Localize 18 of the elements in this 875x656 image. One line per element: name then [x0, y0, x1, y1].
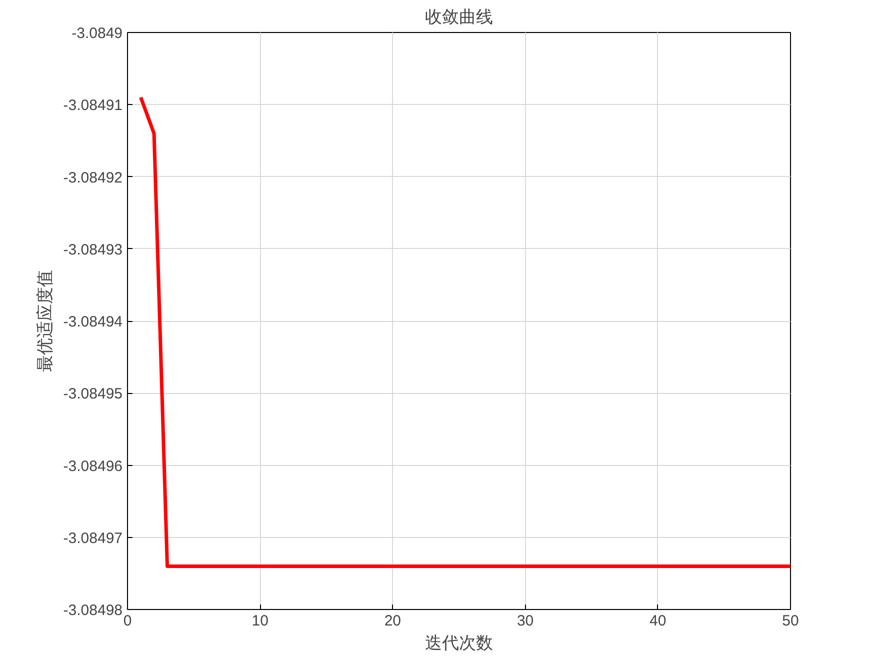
y-tick-label: -3.08493	[63, 241, 122, 258]
x-tick-label: 40	[650, 612, 666, 630]
y-tick-label: -3.08496	[63, 458, 122, 475]
y-axis-title: 最优适应度值	[35, 270, 56, 372]
x-tick-label: 50	[782, 612, 799, 630]
y-tick-label: -3.08498	[63, 602, 122, 619]
y-tick-label: -3.0849	[72, 25, 122, 42]
x-tick-label: 0	[123, 612, 132, 630]
x-tick-label: 20	[384, 612, 402, 630]
y-tick-label: -3.08491	[63, 97, 122, 114]
y-tick-label: -3.08495	[63, 386, 122, 403]
y-tick-label: -3.08494	[63, 314, 122, 330]
y-tick-label: -3.08497	[63, 530, 122, 547]
x-tick-label: 30	[516, 612, 534, 630]
chart-title: 收敛曲线	[425, 8, 493, 28]
x-tick-label: 10	[252, 612, 268, 630]
y-tick-label: -3.08492	[63, 169, 122, 186]
x-axis-title: 迭代次数	[425, 634, 493, 654]
